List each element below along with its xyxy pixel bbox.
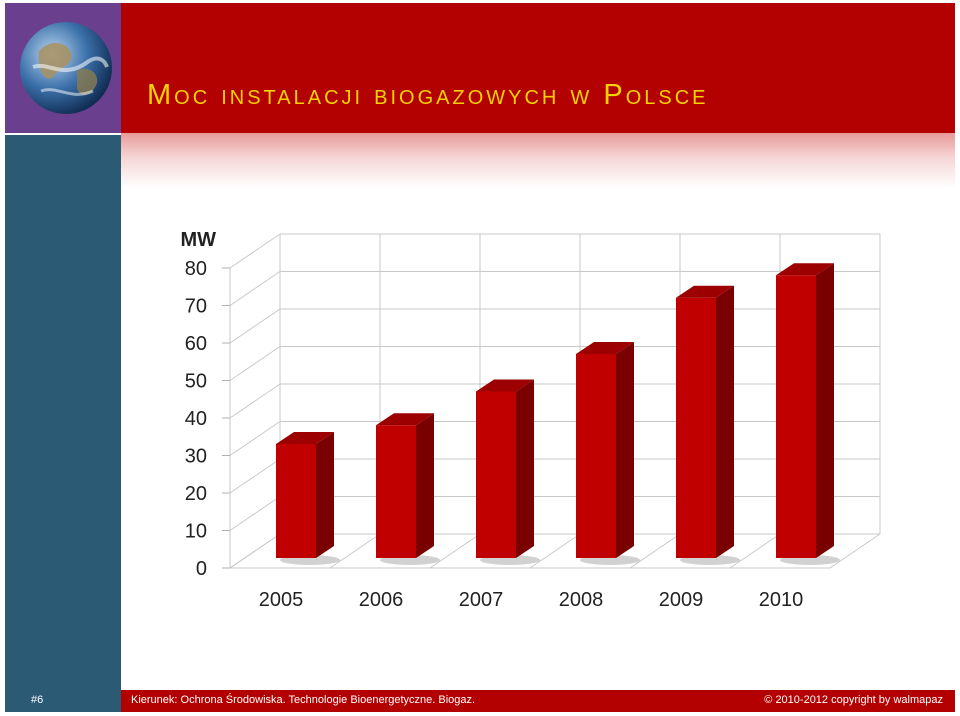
- y-tick-label: 10: [185, 521, 207, 543]
- globe-icon: [20, 22, 112, 114]
- gridline-side: [229, 383, 281, 419]
- y-tick-label: 70: [185, 296, 207, 318]
- bar-top-2006: [376, 413, 434, 426]
- page-number: #6: [31, 694, 44, 706]
- bar-top-2009: [676, 285, 734, 298]
- x-tick-label: 2006: [359, 589, 404, 611]
- floor-line: [829, 533, 881, 569]
- left-side-bar: [5, 135, 121, 690]
- gridline-side: [229, 308, 281, 344]
- logo-box: [5, 3, 121, 133]
- y-tick-label: 50: [185, 371, 207, 393]
- y-tick-label: 20: [185, 483, 207, 505]
- footer-bar: #6 Kierunek: Ochrona Środowiska. Technol…: [5, 690, 955, 712]
- slide-title: Moc instalacji biogazowych w Polsce: [147, 79, 709, 111]
- bar-top-2010: [776, 263, 834, 276]
- title-bar: Moc instalacji biogazowych w Polsce: [121, 3, 955, 133]
- bar-chart: 0 10 20 30 40 50 60 70 80 MW 2005 2006 2007 2008 2009 2…: [180, 229, 881, 611]
- gridline-side: [229, 496, 281, 531]
- y-tick-label: 60: [185, 333, 207, 355]
- y-tick-label: 0: [196, 558, 207, 580]
- bar-2006: [376, 425, 416, 558]
- floor-line: [729, 533, 781, 569]
- bar-side-2007: [516, 379, 534, 558]
- title-shadow: [121, 133, 955, 188]
- floor-line: [329, 533, 381, 569]
- floor-line: [429, 533, 481, 569]
- x-tick-label: 2008: [559, 589, 604, 611]
- bar-2008: [576, 354, 616, 558]
- y-tick-label: 80: [185, 258, 207, 280]
- y-axis-label: MW: [180, 229, 216, 251]
- gridline-side: [229, 233, 281, 269]
- copyright-text: © 2010-2012 copyright by walmapaz: [764, 694, 943, 706]
- gridline-side: [229, 271, 281, 306]
- bar-2010: [776, 275, 816, 558]
- bar-side-2008: [616, 342, 634, 558]
- bar-side-2005: [316, 432, 334, 558]
- bar-2009: [676, 297, 716, 558]
- bar-2007: [476, 391, 516, 558]
- x-tick-label: 2010: [759, 589, 804, 611]
- bar-top-2005: [276, 432, 334, 444]
- y-tick-label: 30: [185, 446, 207, 468]
- bar-top-2007: [476, 379, 534, 392]
- bar-side-2010: [816, 263, 834, 558]
- footer-course-text: Kierunek: Ochrona Środowiska. Technologi…: [131, 694, 476, 706]
- x-tick-label: 2007: [459, 589, 504, 611]
- footer-left-block: #6: [5, 690, 121, 712]
- floor-line: [629, 533, 681, 569]
- gridline-side: [229, 421, 281, 456]
- gridline-side: [229, 346, 281, 381]
- x-tick-label: 2005: [259, 589, 304, 611]
- x-tick-label: 2009: [659, 589, 704, 611]
- bar-2005: [276, 444, 316, 558]
- floor-line: [229, 533, 281, 569]
- bar-side-2006: [416, 413, 434, 558]
- bar-top-2008: [576, 342, 634, 354]
- bar-side-2009: [716, 285, 734, 558]
- y-tick-label: 40: [185, 408, 207, 430]
- gridline-side: [229, 458, 281, 494]
- floor-line: [529, 533, 581, 569]
